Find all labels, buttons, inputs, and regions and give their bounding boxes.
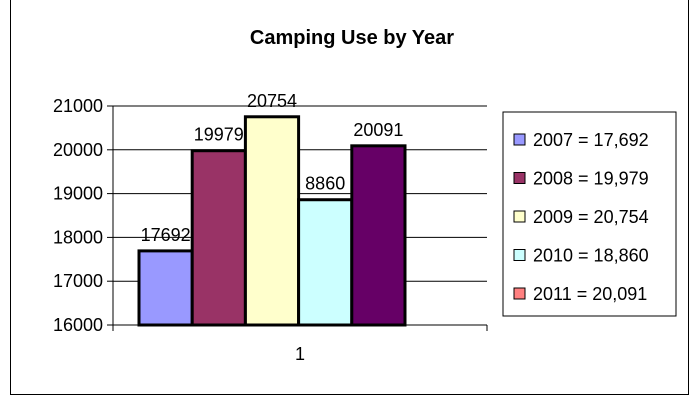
bar [137,249,194,327]
legend-swatch [513,172,526,184]
data-label: 20754 [247,91,297,111]
legend-swatch [513,287,526,300]
bars [137,115,407,327]
y-tick-label: 18000 [53,227,103,247]
bar [350,144,407,327]
data-label: 20091 [353,120,403,140]
legend-entry: 2011 = 20,091 [533,284,647,304]
y-tick-label: 16000 [53,315,103,335]
legend-entry: 2008 = 19,979 [533,169,649,189]
legend: 2007 = 17,692 2008 = 19,979 2009 = 20,754 2… [502,111,677,317]
bar [297,198,354,327]
data-label: 19979 [194,125,244,145]
legend-swatch [513,249,526,261]
chart-title: Camping Use by Year [250,27,454,49]
legend-entry: 2009 = 20,754 [533,207,649,227]
legend-swatch [513,210,526,223]
bar [243,115,301,327]
chart-frame [10,0,689,395]
y-axis: 16000 17000 18000 19000 20000 21000 [53,96,114,335]
legend-swatch [513,133,526,146]
legend-entry: 2010 = 18,860 [533,246,649,266]
y-tick-label: 20000 [53,140,103,160]
data-label: 8860 [305,174,345,194]
y-tick-label: 17000 [53,271,103,291]
y-tick-label: 21000 [53,96,103,116]
legend-entry: 2007 = 17,692 [533,130,649,150]
data-label: 17692 [141,225,191,245]
x-category-label: 1 [295,344,305,364]
legend-box [502,111,677,317]
bar [190,149,247,327]
y-tick-label: 19000 [53,184,103,204]
x-axis: 1 [112,324,488,364]
